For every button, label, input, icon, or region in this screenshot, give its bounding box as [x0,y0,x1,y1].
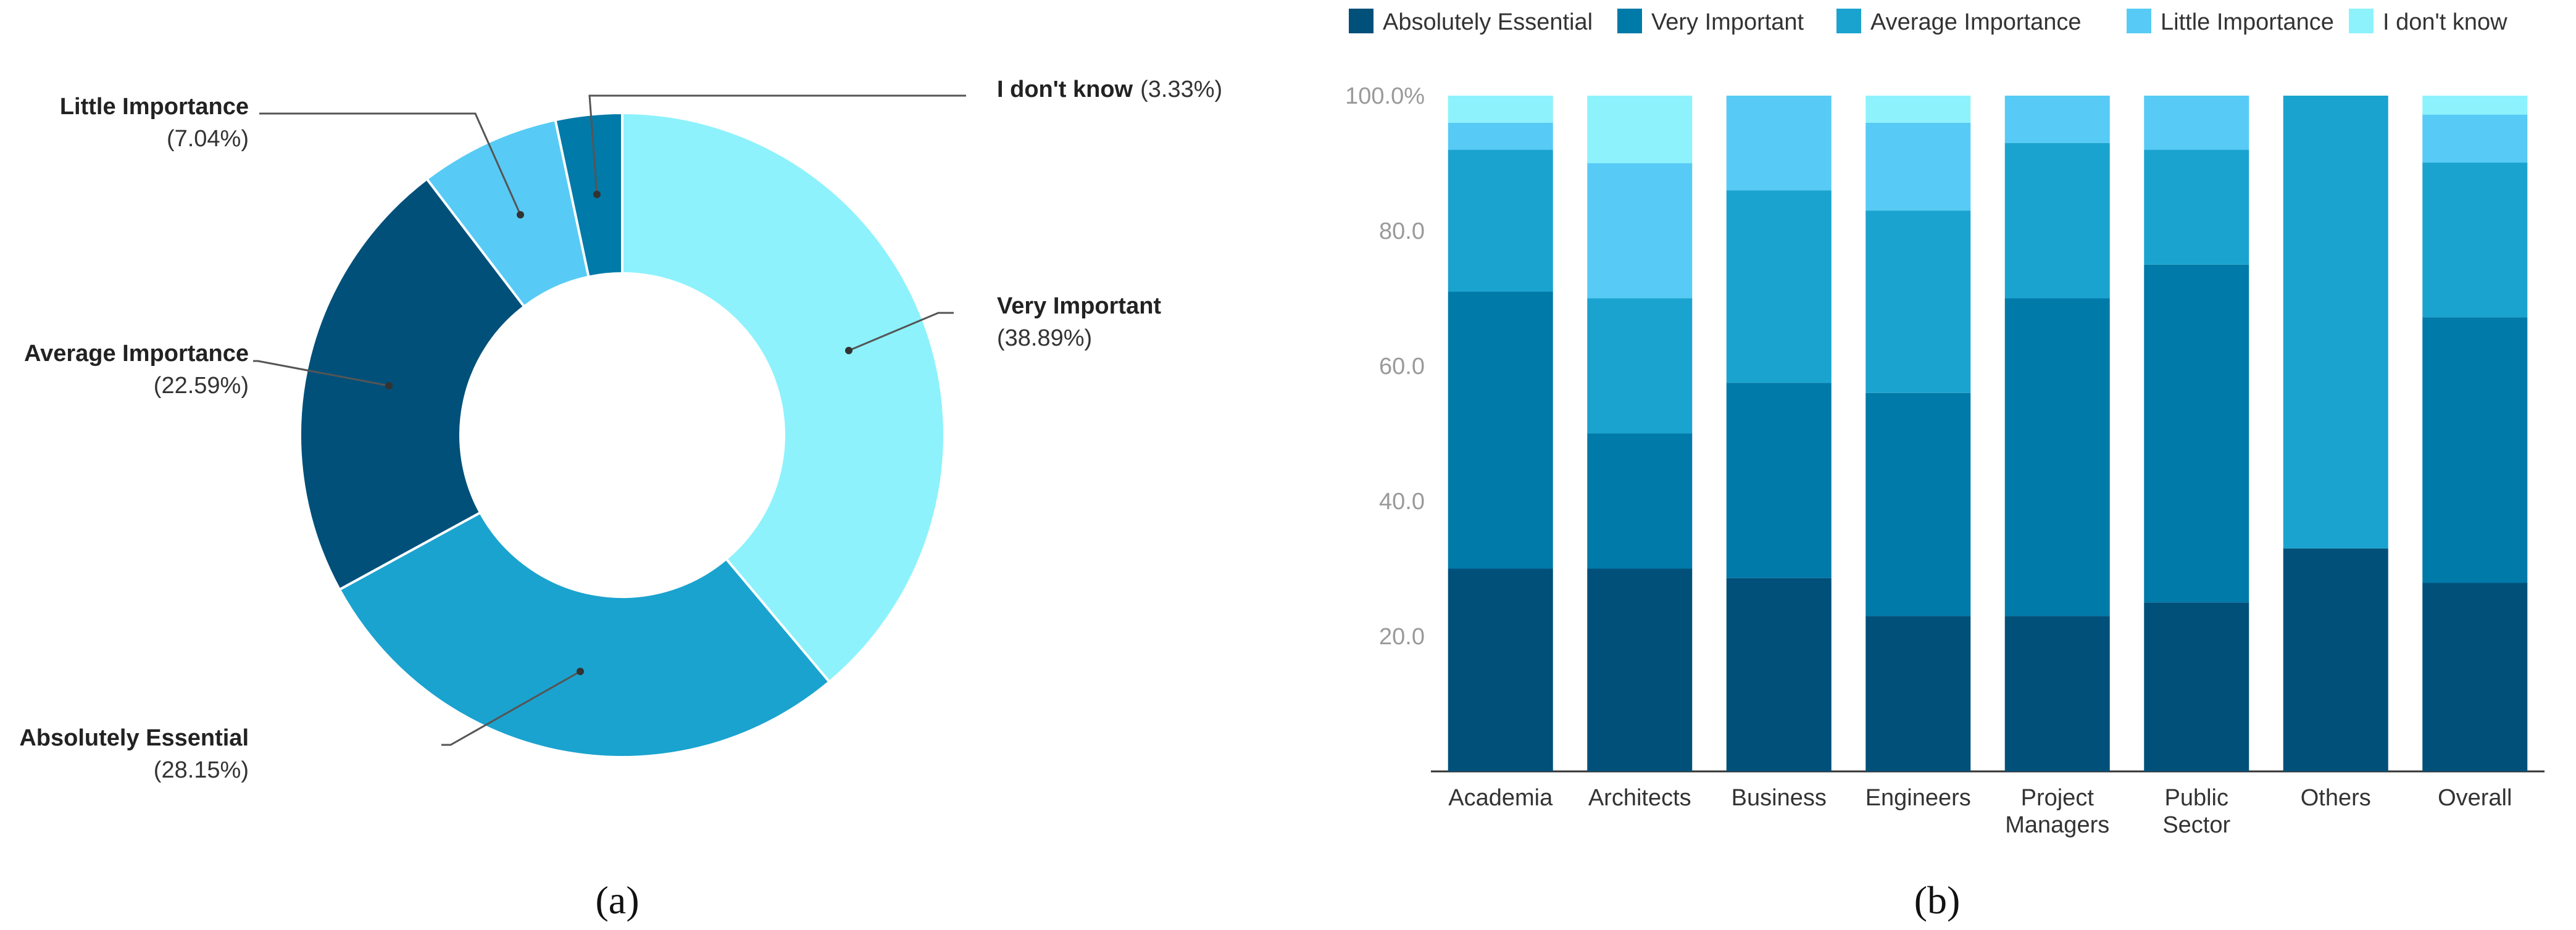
legend-label-very-important: Very Important [1651,9,1804,35]
x-tick-label: Architects [1588,785,1691,811]
slice-value-absolutely-essential: (28.15%) [154,757,249,783]
leader-line-little-importance [259,112,522,215]
bar-segment-overall-absolutely-essential [2422,583,2528,771]
slice-label-average-importance: Average Importance [24,341,249,367]
leader-dot-little-importance [517,211,524,218]
legend-swatch-i-don-t-know [2349,9,2374,33]
bar-segment-architects-absolutely-essential [1587,568,1693,771]
donut-slice-very-important [621,111,946,684]
slice-name: I don't know [997,77,1133,102]
bar-segment-engineers-little-importance [1865,122,1971,211]
bar-segment-business-little-importance [1726,96,1832,191]
leader-dot-i-don-t-know [593,191,601,198]
leader-dot-average-importance [385,382,393,389]
bar-segment-others-absolutely-essential [2283,548,2388,771]
leader-dot-absolutely-essential [577,668,584,675]
donut-chart: Very Important (38.89%) Absolutely Essenti… [19,77,1222,783]
donut-slice-average-importance [299,177,526,592]
legend-label-average-importance: Average Importance [1870,9,2082,35]
y-tick-label: 60.0 [1379,354,1425,380]
legend-label-absolutely-essential: Absolutely Essential [1383,9,1593,35]
bar-segment-academia-very-important [1448,291,1553,569]
y-tick-label: 40.0 [1379,489,1425,515]
bar-segment-academia-little-importance [1448,122,1553,150]
bar-segment-architects-i-don-t-know [1587,96,1693,164]
bar-segment-public-sector-absolutely-essential [2144,602,2249,771]
leader-line-average-importance [253,360,390,387]
caption-b: (b) [1914,878,1961,922]
legend-swatch-little-importance [2127,9,2151,33]
legend-label-i-don-t-know: I don't know [2383,9,2507,35]
slice-value-average-importance: (22.59%) [154,373,249,399]
bar-segment-project-managers-little-importance [2004,96,2110,143]
y-tick-label: 80.0 [1379,218,1425,244]
stacked-bar-chart: 20.0 40.0 60.0 80.0 100.0% Academia Architects… [1345,9,2545,838]
x-tick-label: Engineers [1865,785,1971,811]
bar-segment-others-average-importance [2283,96,2388,549]
legend-swatch-very-important [1617,9,1642,33]
legend-label-little-importance: Little Importance [2161,9,2334,35]
leader-line-very-important [848,312,954,352]
bar-segment-overall-i-don-t-know [2422,96,2528,115]
bar-segment-project-managers-average-importance [2004,143,2110,299]
leader-line-absolutely-essential [441,670,581,746]
donut-slice-i-don-t-know [554,111,623,279]
bar-segment-public-sector-little-importance [2144,96,2249,150]
slice-value: (3.33%) [1140,77,1222,102]
slice-label-little-importance: Little Importance [60,94,249,120]
bar-segment-business-average-importance [1726,190,1832,383]
x-tick-label: Business [1732,785,1827,811]
bar-segment-public-sector-average-importance [2144,149,2249,265]
bar-segment-project-managers-very-important [2004,298,2110,617]
x-tick-label: Sector [2162,812,2230,838]
bar-segment-engineers-absolutely-essential [1865,616,1971,771]
x-tick-label: Project [2021,785,2095,811]
y-tick-label: 20.0 [1379,624,1425,650]
legend-swatch-average-importance [1836,9,1861,33]
bar-segment-architects-little-importance [1587,163,1693,299]
bar-segment-engineers-i-don-t-know [1865,96,1971,123]
x-tick-label: Overall [2438,785,2512,811]
bar-segment-project-managers-absolutely-essential [2004,616,2110,771]
leader-dot-very-important [845,347,852,354]
slice-label-absolutely-essential: Absolutely Essential [19,725,249,751]
x-tick-label: Managers [2005,812,2109,838]
bar-segment-architects-average-importance [1587,298,1693,434]
bar-segment-engineers-average-importance [1865,210,1971,393]
bar-segment-engineers-very-important [1865,392,1971,617]
bar-segment-overall-little-importance [2422,114,2528,163]
legend-swatch-absolutely-essential [1349,9,1373,33]
bar-segment-academia-average-importance [1448,149,1553,292]
bar-segment-business-very-important [1726,383,1832,578]
slice-label-i-don-t-know: I don't know (3.33%) [997,77,1222,102]
bar-segment-overall-very-important [2422,317,2528,583]
bar-segment-architects-very-important [1587,433,1693,569]
leader-line-i-don-t-know [588,94,966,195]
x-tick-label: Public [2165,785,2229,811]
slice-label-very-important: Very Important [997,293,1161,319]
slice-value-very-important: (38.89%) [997,325,1092,351]
bar-segment-academia-absolutely-essential [1448,568,1553,771]
bar-segment-overall-average-importance [2422,162,2528,318]
donut-slice-absolutely-essential [338,510,832,758]
bar-segment-business-absolutely-essential [1726,578,1832,771]
x-tick-label: Academia [1448,785,1553,811]
bar-segment-public-sector-very-important [2144,264,2249,603]
x-tick-label: Others [2301,785,2371,811]
caption-a: (a) [595,878,639,922]
y-tick-label: 100.0% [1345,83,1425,109]
bar-segment-academia-i-don-t-know [1448,96,1553,123]
slice-value-little-importance: (7.04%) [167,126,249,152]
